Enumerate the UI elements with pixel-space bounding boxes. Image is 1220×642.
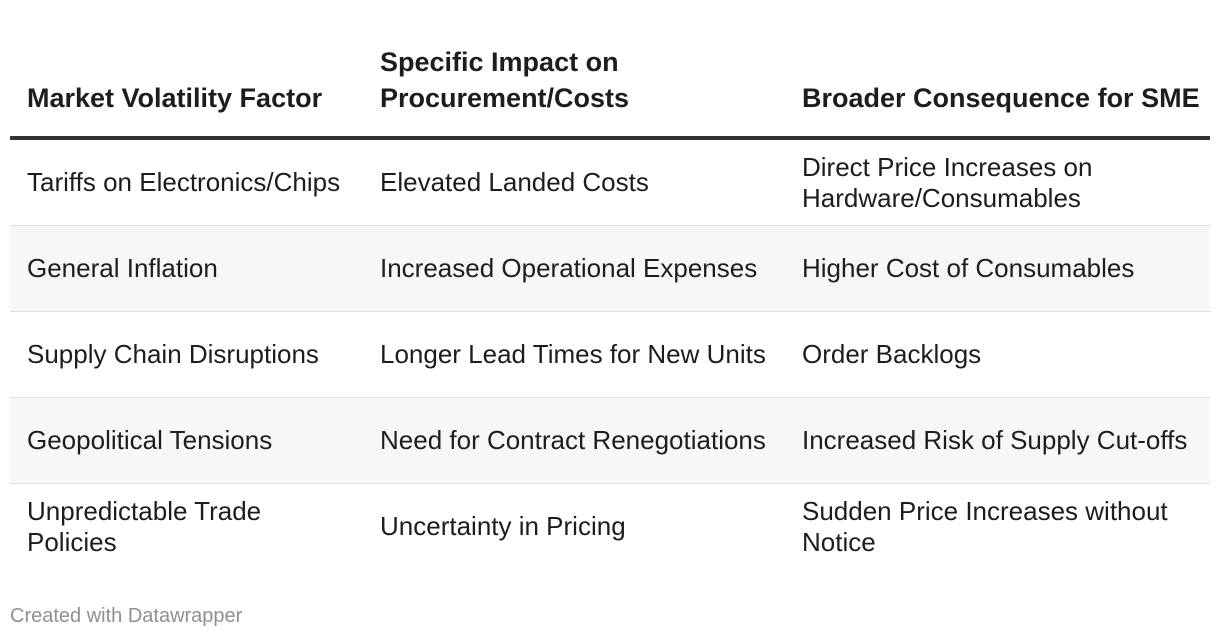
table-cell: General Inflation — [10, 225, 363, 312]
table-body: Tariffs on Electronics/Chips Elevated La… — [10, 138, 1210, 569]
table-cell: Order Backlogs — [785, 311, 1210, 398]
table-cell: Geopolitical Tensions — [10, 397, 363, 484]
table-row: Supply Chain Disruptions Longer Lead Tim… — [10, 311, 1210, 398]
table-cell: Increased Risk of Supply Cut-offs — [785, 397, 1210, 484]
data-table: Market Volatility Factor Specific Impact… — [10, 36, 1210, 569]
column-header-specific-impact: Specific Impact on Procurement/Costs — [363, 36, 785, 140]
table-cell: Uncertainty in Pricing — [380, 511, 626, 541]
table-row: Tariffs on Electronics/Chips Elevated La… — [10, 138, 1210, 226]
table-header: Market Volatility Factor Specific Impact… — [10, 36, 1210, 140]
header-row: Market Volatility Factor Specific Impact… — [10, 36, 1210, 140]
footer-credit: Created with Datawrapper — [10, 605, 243, 627]
table-row: Unpredictable Trade Policies Uncertainty… — [10, 484, 1210, 570]
table-row: Geopolitical Tensions Need for Contract … — [10, 397, 1210, 484]
table-cell: Need for Contract Renegotiations — [363, 397, 785, 484]
table-cell: Higher Cost of Consumables — [785, 225, 1210, 312]
table-cell: Sudden Price Increases without Notice — [802, 495, 1168, 557]
table-cell: Direct Price Increases on Hardware/Consu… — [785, 138, 1210, 226]
table-row: General Inflation Increased Operational … — [10, 225, 1210, 312]
table-cell: Elevated Landed Costs — [363, 138, 785, 226]
table-cell: Tariffs on Electronics/Chips — [10, 138, 363, 226]
table-cell: Supply Chain Disruptions — [10, 311, 363, 398]
table-cell: Unpredictable Trade Policies — [27, 495, 262, 557]
table-cell: Increased Operational Expenses — [363, 225, 785, 312]
column-header-broader-consequence: Broader Consequence for SME — [785, 36, 1210, 140]
data-table-container: Market Volatility Factor Specific Impact… — [10, 36, 1210, 569]
column-header-market-volatility-factor: Market Volatility Factor — [10, 36, 363, 140]
table-cell: Longer Lead Times for New Units — [363, 311, 785, 398]
